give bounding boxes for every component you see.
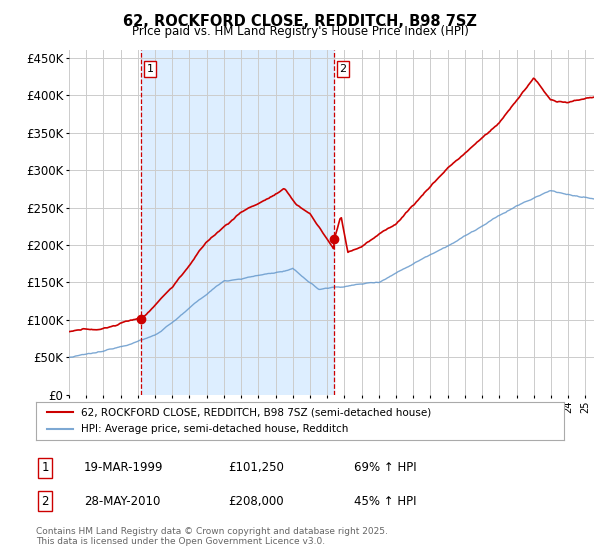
Text: 62, ROCKFORD CLOSE, REDDITCH, B98 7SZ: 62, ROCKFORD CLOSE, REDDITCH, B98 7SZ (123, 14, 477, 29)
Text: Price paid vs. HM Land Registry's House Price Index (HPI): Price paid vs. HM Land Registry's House … (131, 25, 469, 38)
Text: 62, ROCKFORD CLOSE, REDDITCH, B98 7SZ (semi-detached house): 62, ROCKFORD CLOSE, REDDITCH, B98 7SZ (s… (81, 407, 431, 417)
Text: 28-MAY-2010: 28-MAY-2010 (84, 494, 160, 508)
Text: Contains HM Land Registry data © Crown copyright and database right 2025.
This d: Contains HM Land Registry data © Crown c… (36, 526, 388, 546)
Text: 1: 1 (146, 64, 154, 74)
Text: £101,250: £101,250 (228, 461, 284, 474)
Text: 19-MAR-1999: 19-MAR-1999 (84, 461, 163, 474)
Text: 45% ↑ HPI: 45% ↑ HPI (354, 494, 416, 508)
Text: 2: 2 (41, 494, 49, 508)
Text: 1: 1 (41, 461, 49, 474)
Text: HPI: Average price, semi-detached house, Redditch: HPI: Average price, semi-detached house,… (81, 424, 348, 434)
Text: 69% ↑ HPI: 69% ↑ HPI (354, 461, 416, 474)
Bar (142, 50, 334, 395)
Text: 2: 2 (340, 64, 347, 74)
Text: £208,000: £208,000 (228, 494, 284, 508)
